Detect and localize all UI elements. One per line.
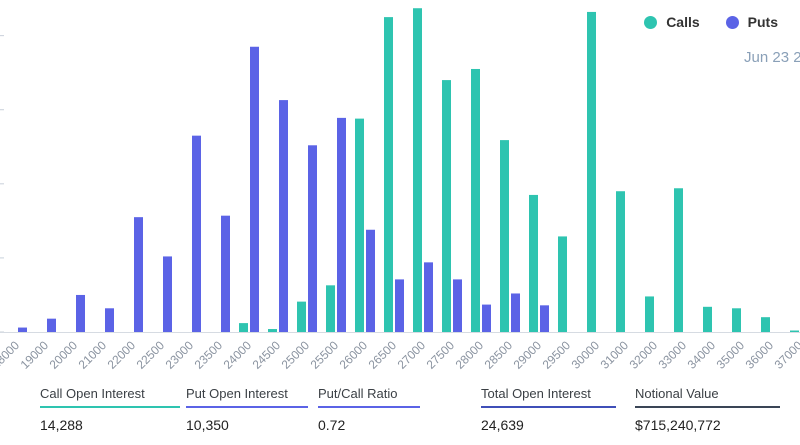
x-tick-label: 26000 bbox=[337, 338, 371, 372]
put-bar bbox=[250, 46, 259, 332]
x-tick-label: 35000 bbox=[714, 338, 748, 372]
stat-underline bbox=[40, 406, 180, 408]
legend-calls[interactable]: Calls bbox=[644, 14, 700, 30]
stat-value: 10,350 bbox=[186, 417, 229, 433]
stat-label: Put Open Interest bbox=[186, 386, 288, 401]
call-bar bbox=[326, 285, 335, 332]
put-bar bbox=[395, 279, 404, 332]
x-tick-label: 37000 bbox=[772, 338, 800, 372]
stat-value: 24,639 bbox=[481, 417, 524, 433]
stat-label: Total Open Interest bbox=[481, 386, 591, 401]
put-bar bbox=[221, 215, 230, 332]
call-bar bbox=[384, 17, 393, 332]
put-bar bbox=[482, 304, 491, 332]
call-bar bbox=[761, 317, 770, 332]
put-bar bbox=[337, 117, 346, 332]
x-tick-label: 19000 bbox=[18, 338, 52, 372]
x-tick-label: 28000 bbox=[453, 338, 487, 372]
stat-underline bbox=[481, 406, 616, 408]
x-tick-label: 24500 bbox=[250, 338, 284, 372]
open-interest-chart: 1800019000200002100022000225002300023500… bbox=[0, 8, 800, 372]
call-bar bbox=[442, 80, 451, 332]
x-tick-label: 33000 bbox=[656, 338, 690, 372]
x-tick-label: 31000 bbox=[598, 338, 632, 372]
call-bar bbox=[732, 308, 741, 332]
stat-value: $715,240,772 bbox=[635, 417, 721, 433]
x-tick-label: 26500 bbox=[366, 338, 400, 372]
stat-notional-value: Notional Value $715,240,772 bbox=[635, 386, 780, 433]
x-tick-label: 23000 bbox=[163, 338, 197, 372]
call-bar bbox=[558, 236, 567, 332]
x-tick-label: 27000 bbox=[395, 338, 429, 372]
stat-underline bbox=[318, 406, 420, 408]
call-bar bbox=[413, 8, 422, 333]
x-tick-label: 34000 bbox=[685, 338, 719, 372]
call-bar bbox=[587, 11, 596, 332]
expiry-date-label: Jun 23 2 bbox=[744, 49, 800, 66]
stat-underline bbox=[186, 406, 308, 408]
x-tick-label: 27500 bbox=[424, 338, 458, 372]
put-bar bbox=[18, 327, 27, 332]
x-tick-label: 23500 bbox=[192, 338, 226, 372]
put-bar bbox=[134, 217, 143, 332]
put-bar bbox=[47, 318, 56, 332]
call-bar bbox=[790, 330, 799, 332]
call-bar bbox=[529, 194, 538, 332]
x-tick-label: 36000 bbox=[743, 338, 777, 372]
stat-label: Notional Value bbox=[635, 386, 719, 401]
call-bar bbox=[239, 323, 248, 332]
call-bar bbox=[703, 306, 712, 332]
x-tick-label: 22000 bbox=[105, 338, 139, 372]
x-tick-label: 25500 bbox=[308, 338, 342, 372]
legend-puts[interactable]: Puts bbox=[725, 14, 778, 30]
x-tick-label: 24000 bbox=[221, 338, 255, 372]
call-bar bbox=[268, 329, 277, 332]
x-tick-label: 29500 bbox=[540, 338, 574, 372]
call-bar bbox=[355, 118, 364, 332]
x-tick-label: 28500 bbox=[482, 338, 516, 372]
x-tick-label: 21000 bbox=[76, 338, 110, 372]
x-tick-label: 32000 bbox=[627, 338, 661, 372]
x-tick-label: 29000 bbox=[511, 338, 545, 372]
put-bar bbox=[105, 308, 114, 332]
stat-value: 0.72 bbox=[318, 417, 346, 433]
stat-label: Put/Call Ratio bbox=[318, 386, 398, 401]
legend-puts-label: Puts bbox=[747, 14, 778, 30]
put-bar bbox=[279, 100, 288, 332]
puts-color-dot bbox=[725, 15, 739, 29]
stat-value: 14,288 bbox=[40, 417, 83, 433]
x-tick-label: 20000 bbox=[47, 338, 81, 372]
x-tick-label: 30000 bbox=[569, 338, 603, 372]
put-bar bbox=[453, 279, 462, 332]
stat-label: Call Open Interest bbox=[40, 386, 145, 401]
call-bar bbox=[297, 301, 306, 332]
stat-underline bbox=[635, 406, 780, 408]
put-bar bbox=[308, 145, 317, 332]
call-bar bbox=[674, 188, 683, 332]
call-bar bbox=[616, 191, 625, 332]
put-bar bbox=[163, 256, 172, 332]
x-tick-label: 25000 bbox=[279, 338, 313, 372]
call-bar bbox=[645, 296, 654, 332]
x-tick-label: 22500 bbox=[134, 338, 168, 372]
x-tick-label: 18000 bbox=[0, 338, 22, 372]
put-bar bbox=[366, 229, 375, 332]
chart-legend: Calls Puts bbox=[644, 14, 778, 30]
calls-color-dot bbox=[644, 15, 658, 29]
stat-put-open-interest: Put Open Interest 10,350 bbox=[186, 386, 308, 433]
stat-call-open-interest: Call Open Interest 14,288 bbox=[40, 386, 180, 433]
stat-put-call-ratio: Put/Call Ratio 0.72 bbox=[318, 386, 420, 433]
stat-total-open-interest: Total Open Interest 24,639 bbox=[481, 386, 616, 433]
put-bar bbox=[192, 135, 201, 332]
put-bar bbox=[511, 293, 520, 332]
legend-calls-label: Calls bbox=[666, 14, 700, 30]
call-bar bbox=[500, 140, 509, 332]
put-bar bbox=[540, 305, 549, 332]
put-bar bbox=[76, 294, 85, 332]
call-bar bbox=[471, 68, 480, 333]
stats-bar: Call Open Interest 14,288 Put Open Inter… bbox=[0, 386, 800, 445]
put-bar bbox=[424, 262, 433, 332]
